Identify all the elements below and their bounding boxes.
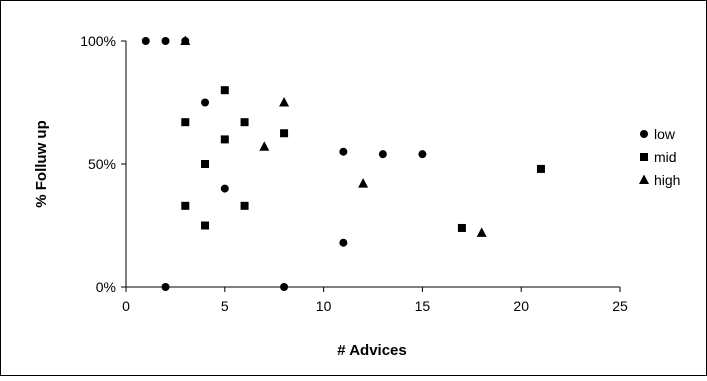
x-tick-label: 5	[221, 298, 229, 314]
y-axis-title: % Folluw up	[33, 120, 50, 208]
x-axis-title: # Advices	[337, 342, 407, 359]
x-tick-label: 15	[415, 298, 431, 314]
data-point-high	[259, 141, 270, 151]
data-point-low	[339, 147, 348, 156]
legend-marker-mid	[640, 153, 648, 161]
data-point-high	[180, 35, 191, 45]
data-point-low	[378, 150, 387, 159]
data-point-mid	[240, 118, 249, 127]
y-tick-label: 0%	[96, 279, 116, 295]
data-point-low	[220, 184, 229, 193]
data-point-mid	[220, 86, 229, 95]
x-tick-label: 0	[122, 298, 130, 314]
data-point-mid	[240, 201, 249, 210]
x-tick-label: 20	[513, 298, 529, 314]
x-tick-label: 25	[612, 298, 628, 314]
data-point-high	[279, 97, 290, 107]
data-point-low	[280, 283, 289, 291]
x-tick-label: 10	[316, 298, 332, 314]
data-point-low	[141, 37, 150, 45]
data-point-mid	[536, 164, 545, 173]
y-tick-label: 100%	[80, 33, 116, 49]
data-point-mid	[201, 221, 210, 230]
data-point-mid	[220, 135, 229, 144]
data-points	[141, 35, 545, 291]
data-point-mid	[181, 118, 190, 127]
legend-marker-high	[639, 174, 649, 184]
legend-label-low: low	[654, 126, 676, 142]
legend-marker-low	[640, 130, 648, 138]
data-point-low	[418, 150, 427, 159]
data-point-mid	[181, 201, 190, 210]
y-tick-label: 50%	[88, 156, 116, 172]
data-point-mid	[280, 129, 289, 138]
data-point-low	[161, 37, 170, 45]
data-point-low	[161, 283, 170, 291]
legend-label-mid: mid	[654, 149, 677, 165]
data-point-low	[201, 98, 210, 107]
data-point-mid	[201, 160, 210, 168]
tick-labels: 0 5 10 15 20 25 0% 50% 100%	[80, 33, 628, 314]
data-point-high	[476, 227, 487, 237]
legend-label-high: high	[654, 172, 680, 188]
axes	[121, 40, 621, 292]
data-point-low	[339, 238, 348, 247]
data-point-high	[358, 178, 369, 188]
legend: low mid high	[639, 126, 680, 188]
data-point-mid	[457, 223, 466, 232]
